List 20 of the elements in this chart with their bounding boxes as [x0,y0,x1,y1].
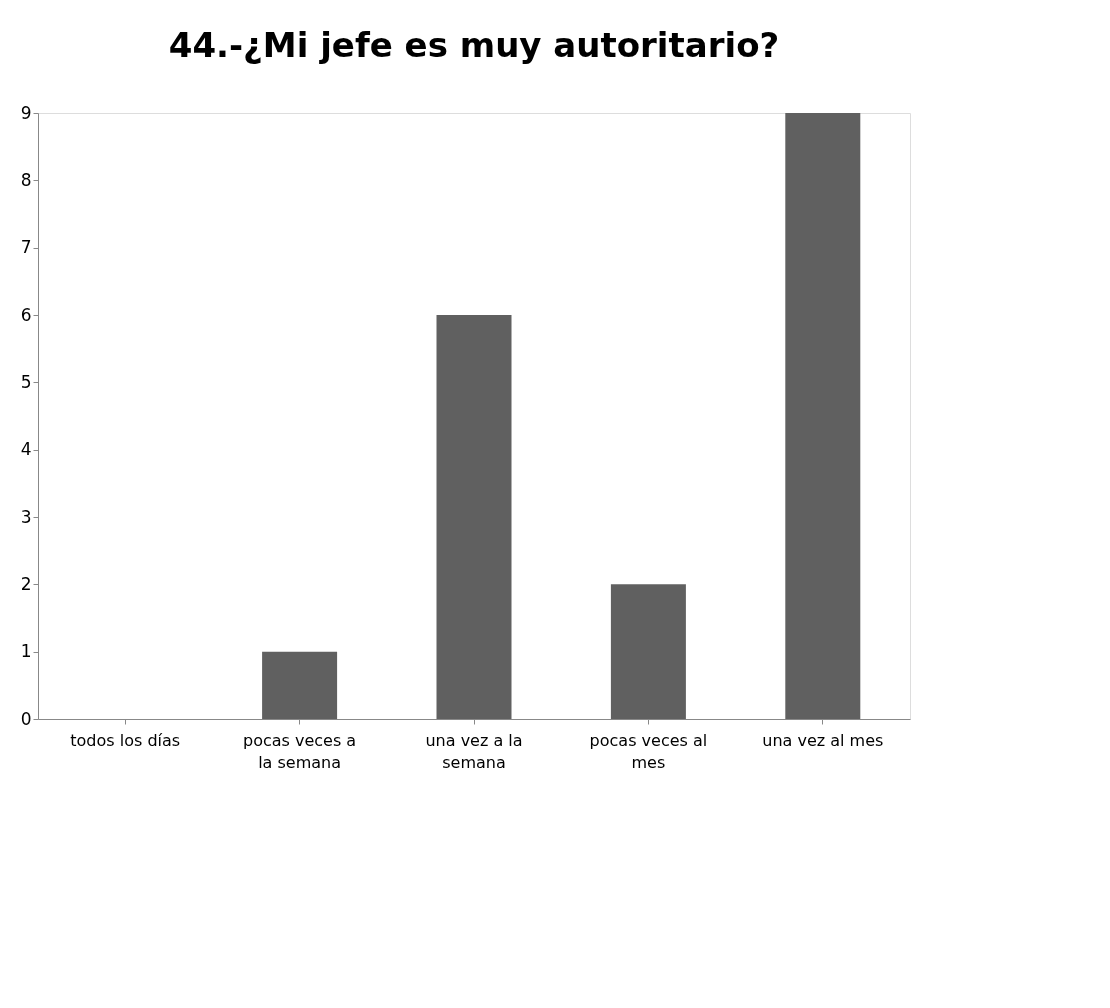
y-tick-label: 4 [20,439,32,460]
y-tick-label: 2 [20,573,32,594]
y-tick-label: 3 [20,506,32,527]
chart-title: 44.-¿Mi jefe es muy autoritario? [168,25,780,65]
bar [785,113,861,719]
y-tick-label: 7 [20,237,32,258]
x-tick-label: pocas veces a la semana [243,730,357,772]
x-tick-label: una vez a la semana [425,730,523,772]
y-tick-label: 6 [20,304,32,325]
y-tick-label: 0 [20,708,32,729]
y-tick-label: 1 [20,641,32,662]
y-tick-label: 5 [20,371,32,392]
bar [610,584,686,719]
bar [262,651,338,719]
x-tick-label: pocas veces al mes [589,730,708,772]
y-tick-label: 8 [20,169,32,190]
x-tick-label: una vez al mes [762,730,884,750]
bar [436,315,512,719]
y-tick-label: 9 [20,102,32,123]
x-tick-label: todos los días [70,730,181,750]
